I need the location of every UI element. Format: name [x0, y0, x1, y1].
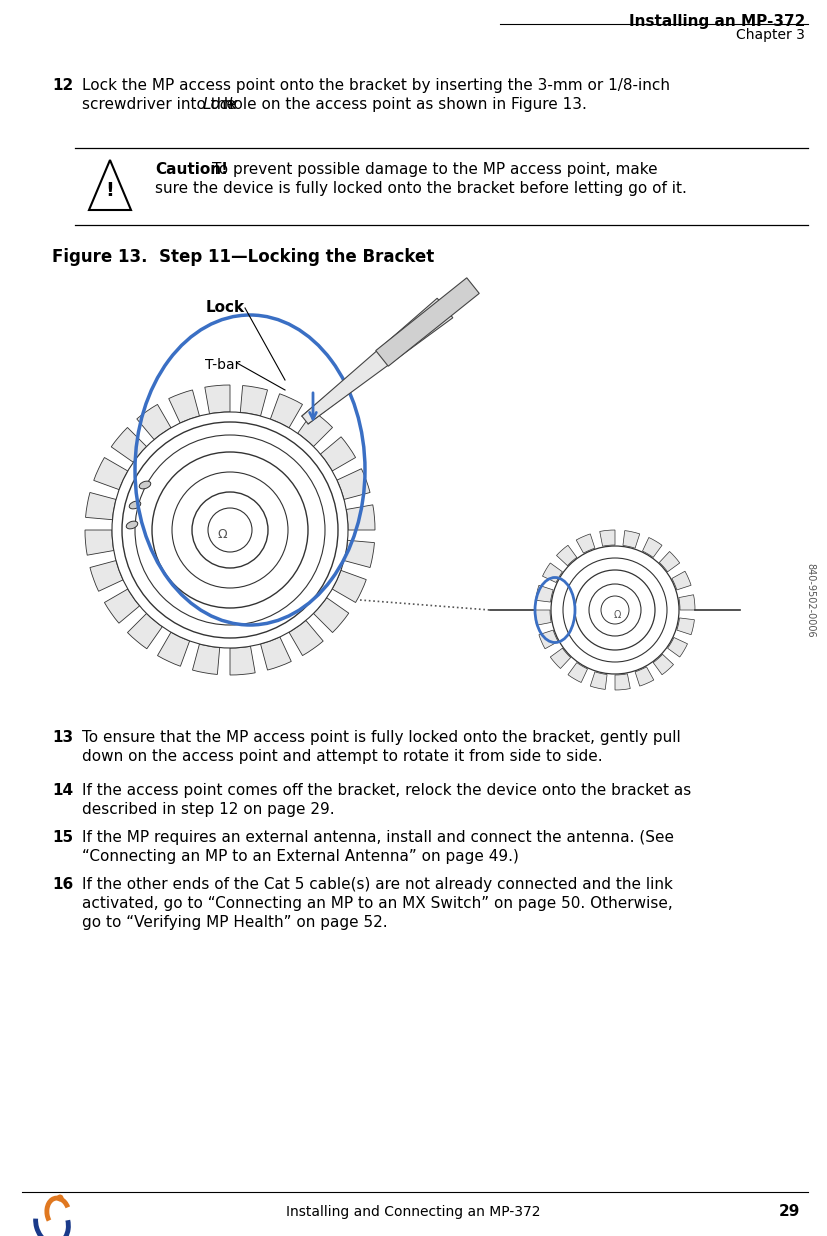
Text: Chapter 3: Chapter 3: [736, 28, 805, 42]
Text: !: !: [106, 182, 114, 200]
Wedge shape: [623, 530, 640, 549]
Wedge shape: [568, 662, 587, 682]
Wedge shape: [615, 674, 630, 690]
Ellipse shape: [139, 481, 151, 489]
Text: 29: 29: [779, 1205, 800, 1220]
Text: T-bar: T-bar: [205, 358, 241, 372]
Text: Ω: Ω: [614, 611, 621, 620]
Wedge shape: [332, 570, 366, 602]
Polygon shape: [375, 278, 480, 366]
Text: Ω: Ω: [218, 529, 227, 541]
Circle shape: [208, 508, 252, 552]
Text: To prevent possible damage to the MP access point, make: To prevent possible damage to the MP acc…: [212, 162, 657, 177]
Text: To ensure that the MP access point is fully locked onto the bracket, gently pull: To ensure that the MP access point is fu…: [82, 730, 681, 745]
Wedge shape: [344, 540, 375, 567]
Text: 12: 12: [52, 78, 74, 93]
Wedge shape: [590, 672, 607, 690]
Text: Lock: Lock: [203, 96, 238, 112]
Text: 840-9502-0006: 840-9502-0006: [805, 562, 815, 638]
Text: hole on the access point as shown in Figure 13.: hole on the access point as shown in Fig…: [219, 96, 587, 112]
Text: Figure 13.  Step 11—Locking the Bracket: Figure 13. Step 11—Locking the Bracket: [52, 248, 434, 266]
Wedge shape: [536, 586, 553, 602]
Text: go to “Verifying MP Health” on page 52.: go to “Verifying MP Health” on page 52.: [82, 915, 388, 929]
Text: activated, go to “Connecting an MP to an MX Switch” on page 50. Otherwise,: activated, go to “Connecting an MP to an…: [82, 896, 672, 911]
Circle shape: [152, 452, 308, 608]
Wedge shape: [230, 646, 256, 675]
Text: Installing and Connecting an MP-372: Installing and Connecting an MP-372: [286, 1205, 540, 1219]
Wedge shape: [667, 638, 687, 658]
Text: Lock the MP access point onto the bracket by inserting the 3-mm or 1/8-inch: Lock the MP access point onto the bracke…: [82, 78, 670, 93]
Wedge shape: [298, 412, 332, 446]
Wedge shape: [205, 384, 230, 414]
Circle shape: [601, 596, 629, 624]
Text: Lock: Lock: [205, 300, 245, 315]
Wedge shape: [576, 534, 595, 554]
Text: described in step 12 on page 29.: described in step 12 on page 29.: [82, 802, 335, 817]
Wedge shape: [193, 644, 220, 675]
Wedge shape: [676, 618, 695, 635]
Circle shape: [56, 1194, 64, 1201]
Wedge shape: [550, 648, 571, 669]
Circle shape: [192, 492, 268, 569]
Circle shape: [551, 546, 679, 674]
Text: “Connecting an MP to an External Antenna” on page 49.): “Connecting an MP to an External Antenna…: [82, 849, 519, 864]
Wedge shape: [157, 632, 189, 666]
Wedge shape: [313, 598, 349, 633]
Wedge shape: [337, 468, 370, 499]
Text: screwdriver into the: screwdriver into the: [82, 96, 241, 112]
Circle shape: [83, 383, 377, 677]
Text: 13: 13: [52, 730, 73, 745]
Wedge shape: [136, 404, 171, 440]
Circle shape: [135, 435, 325, 625]
Circle shape: [589, 583, 641, 637]
Circle shape: [575, 570, 655, 650]
Text: 16: 16: [52, 878, 74, 892]
Text: 14: 14: [52, 782, 73, 798]
Wedge shape: [270, 394, 303, 428]
Wedge shape: [347, 504, 375, 530]
Wedge shape: [111, 428, 146, 462]
Ellipse shape: [129, 501, 141, 509]
Wedge shape: [90, 561, 123, 591]
Polygon shape: [302, 298, 453, 424]
Wedge shape: [93, 457, 128, 489]
Circle shape: [122, 421, 338, 638]
Circle shape: [172, 472, 288, 588]
Text: 15: 15: [52, 831, 73, 845]
Text: Caution!: Caution!: [155, 162, 228, 177]
Wedge shape: [85, 492, 116, 519]
Wedge shape: [557, 545, 576, 566]
Wedge shape: [289, 620, 323, 655]
Text: down on the access point and attempt to rotate it from side to side.: down on the access point and attempt to …: [82, 749, 603, 764]
Text: Installing an MP-372: Installing an MP-372: [629, 14, 805, 28]
Text: If the other ends of the Cat 5 cable(s) are not already connected and the link: If the other ends of the Cat 5 cable(s) …: [82, 878, 673, 892]
Wedge shape: [127, 613, 162, 649]
Wedge shape: [635, 667, 654, 686]
Wedge shape: [320, 436, 356, 471]
Wedge shape: [169, 389, 199, 423]
Wedge shape: [543, 562, 562, 582]
Wedge shape: [672, 571, 691, 590]
Circle shape: [530, 525, 700, 695]
Wedge shape: [659, 551, 680, 572]
Text: If the MP requires an external antenna, install and connect the antenna. (See: If the MP requires an external antenna, …: [82, 831, 674, 845]
Wedge shape: [600, 530, 615, 546]
Text: If the access point comes off the bracket, relock the device onto the bracket as: If the access point comes off the bracke…: [82, 782, 691, 798]
Wedge shape: [535, 611, 551, 625]
Wedge shape: [539, 630, 558, 649]
Wedge shape: [241, 386, 267, 417]
Wedge shape: [261, 637, 291, 670]
Circle shape: [563, 557, 667, 662]
Text: sure the device is fully locked onto the bracket before letting go of it.: sure the device is fully locked onto the…: [155, 180, 687, 197]
Ellipse shape: [127, 522, 138, 529]
Circle shape: [112, 412, 348, 648]
Wedge shape: [679, 595, 695, 611]
FancyArrowPatch shape: [309, 393, 317, 419]
Wedge shape: [104, 590, 140, 623]
Wedge shape: [85, 530, 114, 555]
Wedge shape: [653, 654, 673, 675]
Wedge shape: [643, 538, 662, 557]
